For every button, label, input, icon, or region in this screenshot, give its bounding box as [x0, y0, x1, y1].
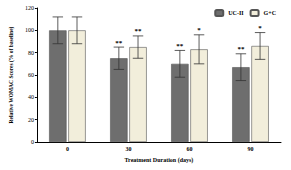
svg-text:40: 40 — [28, 94, 34, 100]
svg-text:90: 90 — [247, 146, 253, 152]
svg-text:G+C: G+C — [264, 10, 276, 16]
svg-text:80: 80 — [28, 50, 34, 56]
svg-text:**: ** — [237, 45, 245, 53]
svg-text:*: * — [197, 26, 201, 34]
svg-text:Treatment Duration (days): Treatment Duration (days) — [125, 157, 194, 164]
svg-text:Relative WOMAC Scores (% of ba: Relative WOMAC Scores (% of baseline) — [8, 26, 15, 123]
svg-text:20: 20 — [28, 117, 34, 123]
svg-text:0: 0 — [66, 146, 69, 152]
svg-text:0: 0 — [31, 139, 34, 145]
svg-text:30: 30 — [125, 146, 131, 152]
svg-text:100: 100 — [25, 27, 34, 33]
svg-text:**: ** — [135, 27, 143, 35]
svg-text:**: ** — [115, 39, 123, 47]
svg-text:120: 120 — [25, 5, 34, 11]
svg-text:**: ** — [176, 42, 184, 50]
svg-text:UC-II: UC-II — [228, 10, 244, 16]
svg-text:60: 60 — [186, 146, 192, 152]
svg-text:*: * — [258, 24, 262, 32]
svg-text:60: 60 — [28, 72, 34, 78]
